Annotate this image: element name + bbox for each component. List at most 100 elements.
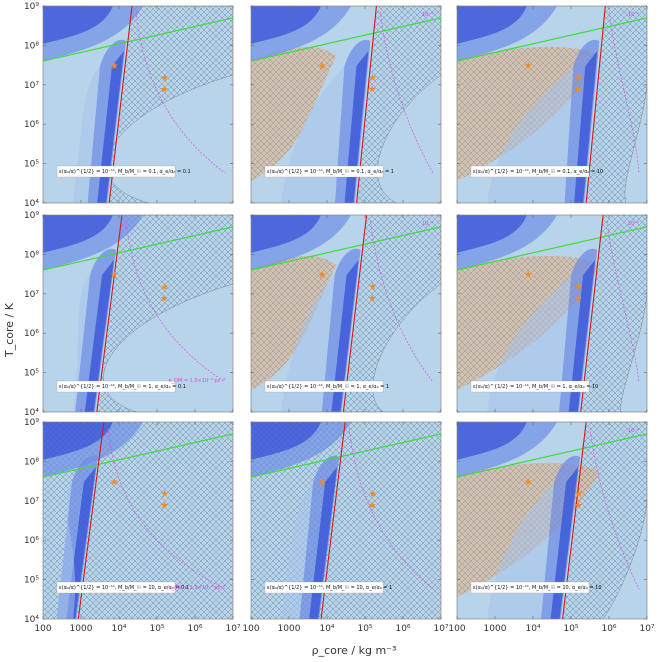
star-marker-1: ★ bbox=[524, 61, 533, 72]
y-tick-label: 10⁵ bbox=[24, 160, 39, 170]
x-tick-label: 10⁶ bbox=[601, 624, 616, 634]
magenta-label: 10⁻² bbox=[628, 428, 639, 434]
orange-hatch bbox=[251, 46, 337, 182]
y-tick-label: 10⁹ bbox=[24, 211, 39, 221]
contour-band-dark bbox=[97, 51, 125, 203]
star-marker-3: ★ bbox=[160, 85, 169, 96]
panel-frame bbox=[456, 214, 648, 413]
panel-label-box bbox=[56, 380, 176, 393]
star-marker-3: ★ bbox=[368, 85, 377, 96]
y-tick-label: 10⁶ bbox=[24, 536, 39, 546]
x-tick-label: 100 bbox=[34, 624, 51, 634]
x-tick-label: 10⁴ bbox=[525, 624, 540, 634]
star-marker-3: ★ bbox=[574, 294, 583, 305]
panel-8: ★★★ε(α₀/α)^{1/2} = 10⁻¹¹, M_b/M_☉ = 10, … bbox=[242, 421, 449, 634]
panel-label-box bbox=[56, 165, 176, 178]
y-tick-label: 10⁴ bbox=[24, 615, 39, 625]
x-tick-label: 1000 bbox=[484, 624, 507, 634]
star-marker-1: ★ bbox=[110, 270, 119, 281]
contour-corner-mid bbox=[251, 422, 351, 477]
y-tick-label: 10⁸ bbox=[24, 457, 39, 467]
star-marker-3: ★ bbox=[368, 294, 377, 305]
contour-corner-mid bbox=[43, 215, 143, 270]
x-tick-label: 10⁷ bbox=[639, 624, 654, 634]
y-tick-label: 10⁵ bbox=[24, 369, 39, 379]
y-tick-label: 10⁴ bbox=[24, 199, 39, 209]
star-marker-1: ★ bbox=[318, 61, 327, 72]
panel-label-box bbox=[264, 165, 384, 178]
star-marker-3: ★ bbox=[160, 294, 169, 305]
panel-frame bbox=[250, 5, 442, 204]
magenta-label: 10⁻⁴ bbox=[422, 221, 433, 227]
panel-label: ε(α₀/α)^{1/2} = 10⁻¹¹, M_b/M_☉ = 1, α_e/… bbox=[59, 384, 186, 390]
hatch-region bbox=[106, 6, 233, 203]
star-marker-2: ★ bbox=[574, 282, 583, 293]
magenta-contour bbox=[380, 11, 434, 174]
panel-label: ε(α₀/α)^{1/2} = 10⁻¹¹, M_b/M_☉ = 10, α_e… bbox=[473, 585, 602, 591]
contour-band-light bbox=[73, 275, 91, 412]
star-marker-3: ★ bbox=[574, 501, 583, 512]
orange-hatch bbox=[251, 255, 337, 390]
panel-frame bbox=[42, 214, 234, 413]
x-tick-label: 10⁴ bbox=[319, 624, 334, 634]
green-line bbox=[43, 17, 233, 62]
contour-band-light bbox=[281, 275, 335, 412]
contour-band-dark bbox=[309, 467, 338, 619]
y-tick-label: 10⁴ bbox=[24, 408, 39, 418]
panel-label-box bbox=[56, 581, 176, 594]
star-marker-2: ★ bbox=[574, 489, 583, 500]
panel-label: ε(α₀/α)^{1/2} = 10⁻¹¹, M_b/M_☉ = 1, α_e/… bbox=[267, 384, 389, 390]
panel-6: ★★★ε(α₀/α)^{1/2} = 10⁻¹¹, M_b/M_☉ = 1, α… bbox=[456, 214, 648, 413]
contour-corner-dark bbox=[251, 6, 321, 44]
red-line bbox=[585, 6, 606, 203]
y-axis-title: T_core / K bbox=[3, 302, 16, 358]
x-tick-label: 10⁶ bbox=[187, 624, 202, 634]
hatch-region bbox=[585, 6, 647, 203]
panel-frame bbox=[250, 214, 442, 413]
red-line bbox=[342, 215, 368, 412]
contour-corner-dark bbox=[43, 6, 113, 44]
red-line bbox=[96, 215, 123, 412]
contour-corner-mid bbox=[43, 422, 143, 477]
hatch-region bbox=[580, 215, 647, 412]
star-marker-2: ★ bbox=[160, 489, 169, 500]
contour-corner-dark bbox=[251, 422, 321, 460]
green-line bbox=[251, 226, 441, 271]
star-marker-3: ★ bbox=[160, 501, 169, 512]
panel-4: ★★★ε(α₀/α)^{1/2} = 10⁻¹¹, M_b/M_☉ = 1, α… bbox=[24, 211, 234, 418]
magenta-contour bbox=[107, 427, 226, 590]
x-tick-label: 10⁵ bbox=[563, 624, 578, 634]
x-tick-label: 10⁵ bbox=[149, 624, 164, 634]
magenta-contour bbox=[609, 11, 640, 174]
star-marker-2: ★ bbox=[160, 282, 169, 293]
star-marker-1: ★ bbox=[110, 61, 119, 72]
panel-frame bbox=[456, 421, 648, 620]
contour-corner-mid bbox=[457, 215, 557, 270]
panel-label: ε(α₀/α)^{1/2} = 10⁻¹¹, M_b/M_☉ = 0.1, α_… bbox=[59, 169, 191, 175]
y-tick-label: 10⁵ bbox=[24, 576, 39, 586]
star-marker-3: ★ bbox=[574, 85, 583, 96]
panel-5: ★★★ε(α₀/α)^{1/2} = 10⁻¹¹, M_b/M_☉ = 1, α… bbox=[250, 214, 442, 413]
magenta-contour bbox=[125, 220, 226, 383]
magenta-contour bbox=[370, 220, 434, 383]
y-tick-label: 10⁹ bbox=[24, 418, 39, 428]
panel-label-box bbox=[470, 581, 590, 594]
contour-band-dark bbox=[84, 260, 115, 412]
y-tick-label: 10⁷ bbox=[24, 497, 39, 507]
green-line bbox=[43, 433, 233, 478]
y-tick-label: 10⁷ bbox=[24, 290, 39, 300]
x-tick-label: 10⁶ bbox=[395, 624, 410, 634]
star-marker-1: ★ bbox=[524, 477, 533, 488]
magenta-contour bbox=[606, 220, 640, 383]
contour-band-dark bbox=[568, 260, 596, 412]
contour-band-dark bbox=[550, 467, 579, 619]
green-line bbox=[457, 17, 647, 62]
contour-band-dark bbox=[331, 260, 359, 412]
star-marker-2: ★ bbox=[368, 73, 377, 84]
y-tick-label: 10⁶ bbox=[24, 329, 39, 339]
contour-corner-mid bbox=[457, 422, 557, 477]
panel-9: ★★★ε(α₀/α)^{1/2} = 10⁻¹¹, M_b/M_☉ = 10, … bbox=[448, 421, 655, 634]
panel-frame bbox=[250, 421, 442, 620]
x-tick-label: 10⁷ bbox=[225, 624, 240, 634]
